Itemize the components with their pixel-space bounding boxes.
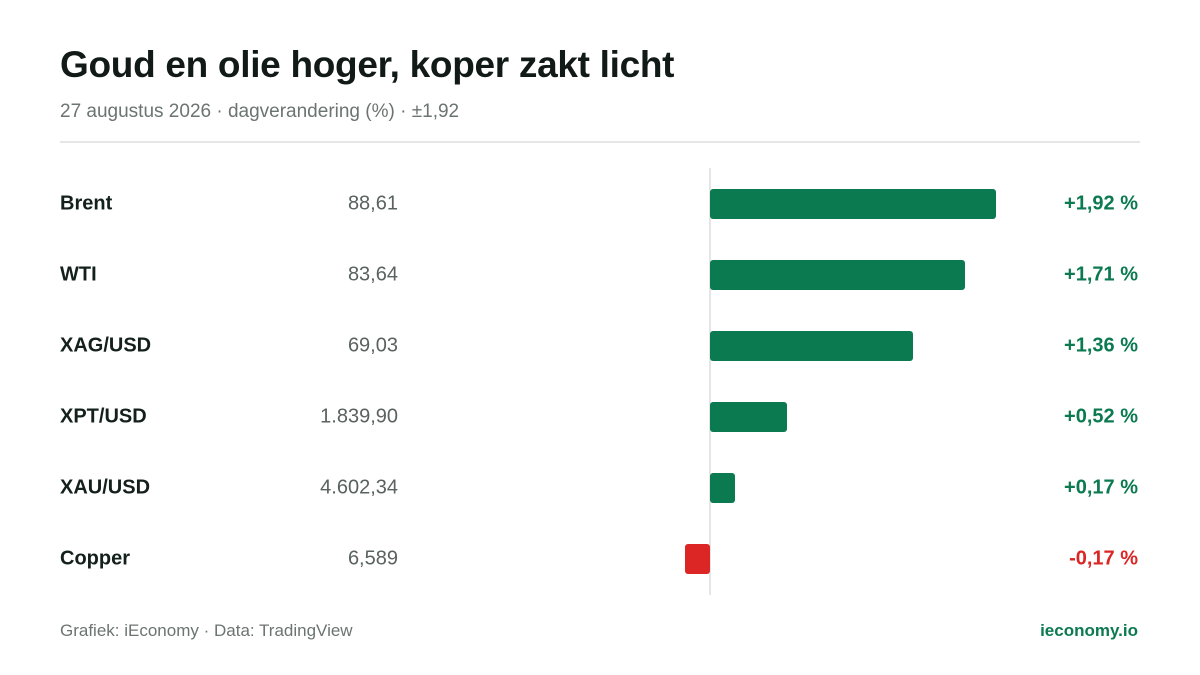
- chart-title: Goud en olie hoger, koper zakt licht: [60, 44, 675, 85]
- zero-axis-line: [709, 168, 711, 595]
- change-label-xau-usd: +0,17 %: [1064, 476, 1138, 499]
- category-label-xpt-usd: XPT/USD: [60, 405, 147, 428]
- header-divider: [60, 141, 1140, 143]
- bar-xau-usd: [710, 473, 736, 503]
- category-label-xag-usd: XAG/USD: [60, 334, 152, 357]
- chart-subtitle: 27 augustus 2026 · dagverandering (%) · …: [60, 101, 460, 122]
- bar-xag-usd: [710, 331, 913, 361]
- bar-copper: [684, 544, 710, 574]
- change-label-copper: -0,17 %: [1069, 547, 1138, 570]
- price-value-copper: 6,589: [347, 547, 398, 570]
- category-label-brent: Brent: [60, 192, 113, 215]
- bar-brent: [710, 189, 996, 219]
- price-value-xpt-usd: 1.839,90: [320, 405, 398, 428]
- bar-wti: [710, 260, 965, 290]
- price-value-brent: 88,61: [347, 192, 398, 215]
- price-value-xau-usd: 4.602,34: [320, 476, 398, 499]
- category-label-wti: WTI: [60, 263, 97, 286]
- source-credit: Grafiek: iEconomy · Data: TradingView: [60, 621, 353, 640]
- change-label-xpt-usd: +0,52 %: [1064, 405, 1138, 428]
- change-label-wti: +1,71 %: [1064, 263, 1138, 286]
- site-brand-link[interactable]: ieconomy.io: [1040, 621, 1138, 640]
- price-value-xag-usd: 69,03: [347, 334, 398, 357]
- category-label-xau-usd: XAU/USD: [60, 476, 151, 499]
- change-label-brent: +1,92 %: [1064, 192, 1138, 215]
- price-value-wti: 83,64: [347, 263, 398, 286]
- bar-xpt-usd: [710, 402, 788, 432]
- change-label-xag-usd: +1,36 %: [1064, 334, 1138, 357]
- category-label-copper: Copper: [60, 547, 130, 570]
